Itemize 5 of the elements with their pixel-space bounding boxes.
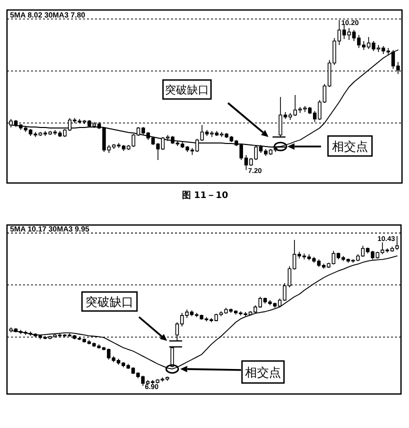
annotation: 突破缺口 [86,294,134,309]
annotation: 突破缺口 [165,83,209,96]
annotation: 相交点 [332,139,368,154]
caption: 图 11－10 [182,190,228,201]
annotation: 相交点 [245,365,281,380]
